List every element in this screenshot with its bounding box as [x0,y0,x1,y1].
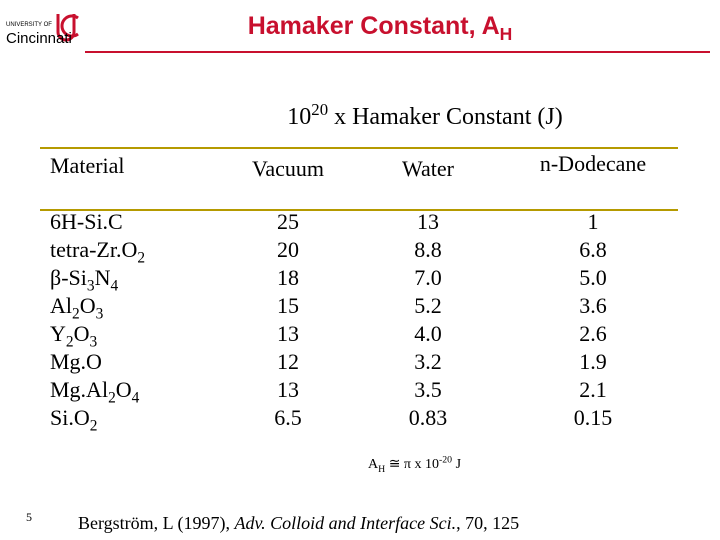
text-run: 2 [108,389,116,407]
text-run: H [378,463,386,475]
table-caption: 1020 x Hamaker Constant (J) [287,101,563,131]
value-cell: 1 [587,209,599,234]
text-run: -20 [439,454,453,466]
text-run: 20 [311,100,329,119]
value-cell: 2.6 [579,321,607,346]
text-run: N [94,265,111,290]
text-run: J [452,457,462,472]
text-run: 4 [110,277,119,295]
value-cell: 8.8 [414,237,442,262]
text-run: Hamaker Constant, A [247,12,500,40]
text-run: 2 [65,333,74,351]
value-cell: 6.5 [274,405,302,430]
value-cell: 0.83 [408,405,448,430]
value-cell: 6.8 [579,237,607,262]
value-cell: 13 [277,321,299,346]
value-cell: 5.2 [414,293,442,318]
text-run: Adv. Colloid and Interface Sci. [234,513,457,533]
material-cell: β-Si3N4 [50,264,119,295]
value-cell: 2.1 [579,377,607,402]
text-run: H [499,24,513,44]
value-cell: 3.6 [579,293,607,318]
text-run: tetra-Zr.O [50,237,138,262]
note: AH ≅ π x 10-20 J [368,454,462,475]
value-cell: 0.15 [573,405,613,430]
text-run: ≅ π x 10 [385,457,440,472]
text-run: Y [50,321,66,346]
text-run: 2 [89,417,98,435]
text-run: Bergström, L (1997), [78,513,235,533]
material-cell: Mg.O [50,348,102,376]
value-cell: 5.0 [579,265,607,290]
logo-text: UNIVERSITY OF [6,22,52,28]
value-cell: 1.9 [579,349,607,374]
column-header: Material [50,153,125,178]
value-cell: 7.0 [414,265,442,290]
column-header: Water [402,156,454,181]
logo-mark [56,14,79,42]
text-run: Mg.O [50,349,102,374]
text-run: Si.O [50,405,90,430]
text-run: 4 [131,389,140,407]
text-run: x Hamaker Constant (J) [328,104,563,130]
text-run: 2 [72,305,80,323]
column-header: Vacuum [251,156,325,181]
text-run: 6H-Si.C [50,209,123,234]
text-run: A [368,457,379,472]
value-cell: 3.5 [414,377,442,402]
citation: Bergström, L (1997), Adv. Colloid and In… [78,513,519,534]
text-run: 3 [95,305,104,323]
text-run: , 70, 125 [456,513,520,533]
value-cell: 3.2 [414,349,442,374]
value-cell: 13 [277,377,299,402]
material-cell: 6H-Si.C [50,208,123,236]
material-cell: Mg.Al2O4 [50,376,140,407]
text-run: 3 [86,277,95,295]
material-cell: Si.O2 [50,404,98,435]
value-cell: 25 [277,209,299,234]
page-number: 5 [26,510,32,524]
text-run: 3 [89,333,98,351]
value-cell: 13 [417,209,439,234]
slide-title: Hamaker Constant, AH [247,12,513,44]
material-cell: Al2O3 [50,292,104,323]
value-cell: 12 [277,349,299,374]
text-run: 2 [137,249,146,267]
value-cell: 4.0 [414,321,442,346]
value-cell: 15 [277,293,299,318]
table-rule [40,209,678,211]
value-cell: 18 [277,265,299,290]
value-cell: 20 [277,237,299,262]
text-run: O [79,293,96,318]
title-rule [85,51,710,53]
text-run: O [73,321,90,346]
column-header: n-Dodecane [539,151,647,176]
logo-text: Cincinnati [6,30,72,47]
material-cell: tetra-Zr.O2 [50,236,146,267]
text-run: Al [50,293,72,318]
text-run: 10 [287,104,312,130]
text-run: O [115,377,132,402]
text-run: β-Si [50,265,87,290]
table-rule [40,147,678,149]
material-cell: Y2O3 [50,320,98,351]
text-run: Mg.Al [50,377,109,402]
